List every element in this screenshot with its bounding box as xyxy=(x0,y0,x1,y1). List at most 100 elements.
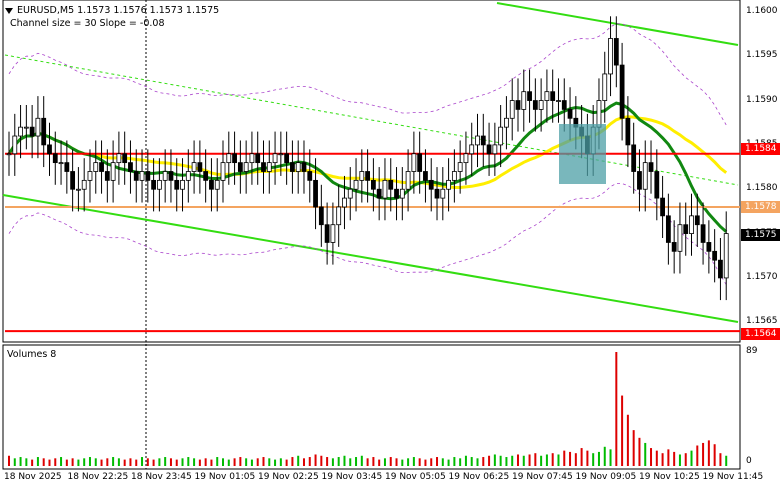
candle-body xyxy=(133,171,139,181)
volume-bar xyxy=(545,454,548,466)
symbol-line: EURUSD,M5 1.1573 1.1576 1.1573 1.1575 xyxy=(17,5,220,16)
candle-body xyxy=(538,100,544,110)
candle-body xyxy=(521,91,527,110)
candle-body xyxy=(388,179,394,190)
volume-bar xyxy=(725,455,728,466)
candle-body xyxy=(712,250,718,261)
volume-bar xyxy=(378,459,381,466)
main-panel-frame xyxy=(2,0,741,343)
candle-body xyxy=(64,162,70,172)
candle-body xyxy=(498,126,504,146)
triangle-down-icon xyxy=(5,7,13,14)
volume-bar xyxy=(534,453,537,466)
volume-bar xyxy=(8,455,10,466)
price-tag-1564: 1.1564 xyxy=(741,328,780,340)
volume-bar xyxy=(586,450,589,466)
candle-body xyxy=(214,179,220,190)
volume-bar xyxy=(158,458,161,466)
volume-bar xyxy=(430,458,433,466)
candle-body xyxy=(209,179,214,190)
candle-body xyxy=(376,188,382,199)
volume-bar xyxy=(436,457,439,466)
volume-bar xyxy=(245,458,248,466)
candle-body xyxy=(128,162,133,172)
candle-body xyxy=(151,179,157,190)
volume-bar xyxy=(609,449,612,466)
candle-body xyxy=(301,162,307,172)
volume-bar xyxy=(331,458,334,466)
volume-bar xyxy=(482,457,485,466)
candle-body xyxy=(509,100,515,119)
volume-bar xyxy=(337,457,340,466)
candle-body xyxy=(475,135,480,146)
candle-body xyxy=(527,91,532,101)
candle-body xyxy=(451,171,457,181)
candle-body xyxy=(342,197,347,208)
volume-bar xyxy=(499,455,502,466)
volume-bar xyxy=(54,458,57,466)
volume-bar xyxy=(551,453,554,466)
volume-bar xyxy=(222,458,225,466)
candle-body xyxy=(6,153,12,156)
volume-bar xyxy=(453,457,456,466)
bollinger-lower-line xyxy=(8,183,727,285)
volume-bar xyxy=(580,448,583,466)
bollinger-upper-line xyxy=(8,23,727,126)
channel-lower-line xyxy=(2,194,739,323)
volume-bar xyxy=(291,457,294,466)
volume-bar xyxy=(152,459,155,466)
candle-body xyxy=(104,171,110,181)
volume-bar xyxy=(418,458,421,466)
candle-body xyxy=(295,162,301,172)
volume-bar xyxy=(360,455,363,466)
candle-body xyxy=(596,100,602,128)
candle-body xyxy=(237,162,243,172)
volume-bar xyxy=(592,453,595,466)
volume-bar xyxy=(343,455,346,466)
candle-body xyxy=(608,38,613,75)
candle-body xyxy=(336,206,342,226)
volume-bar xyxy=(488,455,491,466)
candle-body xyxy=(324,224,330,243)
candle-body xyxy=(220,162,226,181)
candle-body xyxy=(637,171,642,190)
volume-bar xyxy=(516,454,519,466)
candle-body xyxy=(359,171,365,181)
volume-bar xyxy=(169,458,172,466)
volume-max-label: 89 xyxy=(746,346,758,356)
candle-body xyxy=(81,179,87,190)
volume-bar xyxy=(13,458,16,466)
candle-body xyxy=(567,109,573,119)
volume-bar xyxy=(389,457,392,466)
candle-body xyxy=(532,100,538,110)
volume-bar xyxy=(557,454,560,466)
volume-bar xyxy=(673,451,676,466)
candle-body xyxy=(556,100,561,102)
price-tag-1584: 1.1584 xyxy=(741,143,780,155)
candle-body xyxy=(47,144,52,155)
price-tag-1578: 1.1578 xyxy=(741,201,780,213)
volume-bar xyxy=(320,455,323,466)
candle-body xyxy=(613,38,619,66)
symbol-header: EURUSD,M5 1.1573 1.1576 1.1573 1.1575 xyxy=(5,4,219,17)
candle-body xyxy=(625,117,631,146)
volume-bar xyxy=(522,455,525,466)
candle-body xyxy=(550,91,556,101)
candle-body xyxy=(278,153,284,156)
candle-body xyxy=(261,162,266,172)
volume-bar xyxy=(83,458,86,466)
volume-bar xyxy=(540,455,543,466)
candle-body xyxy=(243,162,249,172)
y-tick-label: 1.1580 xyxy=(746,183,778,194)
candle-body xyxy=(23,126,29,129)
volume-min-label: 0 xyxy=(746,456,752,466)
volume-bar xyxy=(268,458,271,466)
volume-bar xyxy=(644,442,647,466)
volume-bar xyxy=(204,458,207,466)
volume-bar xyxy=(383,458,386,466)
candle-body xyxy=(353,179,359,190)
volume-bar xyxy=(94,458,97,466)
candle-body xyxy=(515,100,521,110)
candle-body xyxy=(313,179,318,208)
candle-body xyxy=(642,162,648,190)
